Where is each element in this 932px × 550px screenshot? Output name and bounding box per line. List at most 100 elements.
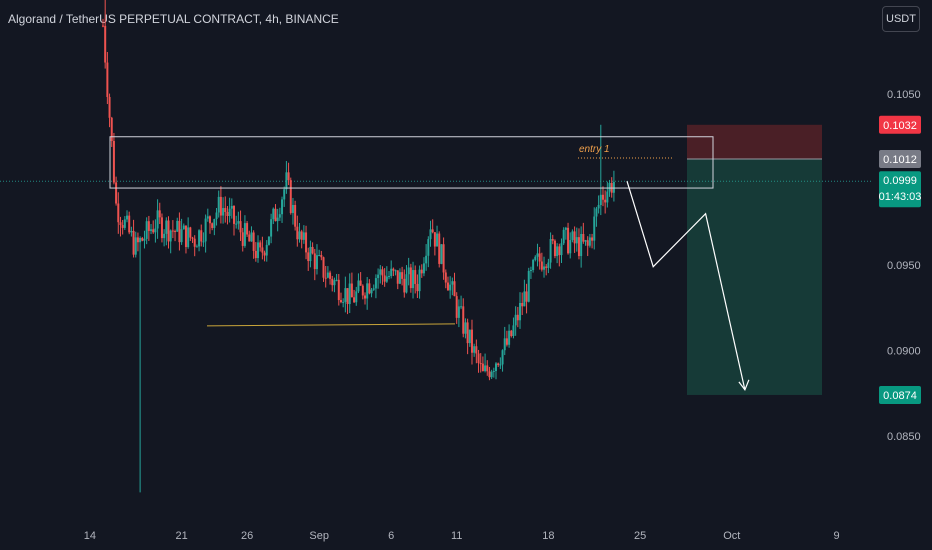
candle	[606, 181, 609, 208]
candle-body	[132, 230, 135, 255]
candle-body	[108, 96, 111, 118]
candle	[468, 329, 471, 347]
candle-body	[154, 228, 157, 233]
candles	[102, 0, 615, 493]
candle	[278, 207, 281, 221]
time-axis[interactable]: 14 21 26 Sep 6 11 18 25 Oct 9	[84, 530, 840, 542]
currency-selector-button[interactable]: USDT	[882, 6, 920, 32]
candle-body	[136, 237, 139, 243]
candle-body	[130, 230, 133, 233]
price-axis[interactable]: 0.1050 0.0950 0.0900 0.0850	[887, 89, 921, 443]
candle	[331, 275, 334, 292]
candle-body	[366, 283, 369, 299]
candle-body	[418, 269, 421, 292]
time-tick-label: 18	[542, 530, 554, 542]
candle-body	[444, 272, 447, 283]
candle-body	[462, 306, 465, 334]
candle-body	[189, 227, 192, 238]
entry-price-badge-bg	[879, 149, 921, 168]
candle-body	[302, 232, 305, 240]
candle-body	[204, 218, 207, 242]
candle-body	[475, 346, 478, 354]
candle	[355, 286, 358, 306]
candle	[540, 252, 543, 272]
candle-body	[219, 196, 222, 216]
candle	[167, 216, 170, 249]
candle-body	[545, 266, 548, 268]
candle-body	[564, 227, 567, 230]
candle	[283, 186, 286, 207]
candle	[532, 258, 535, 273]
candle	[254, 242, 257, 262]
candle	[193, 235, 196, 257]
candle	[396, 270, 399, 290]
candle	[357, 273, 360, 294]
candle-body	[115, 182, 118, 204]
candle	[243, 215, 246, 248]
candle	[364, 292, 366, 305]
time-tick-label: 26	[241, 530, 253, 542]
candle	[359, 272, 362, 286]
candle-body	[342, 301, 345, 303]
candle-body	[167, 220, 170, 242]
candle	[379, 265, 382, 284]
candle-body	[497, 363, 500, 366]
candle-body	[377, 274, 380, 279]
target-price-badge: 0.0874	[879, 385, 921, 404]
candle-body	[134, 237, 137, 255]
candle	[160, 213, 163, 243]
candle-body	[320, 255, 323, 258]
candle-body	[315, 255, 318, 270]
candle	[143, 230, 146, 249]
candle	[134, 231, 137, 258]
candle-body	[527, 271, 530, 302]
candle	[350, 272, 353, 298]
candle	[313, 248, 316, 281]
candle-body	[163, 233, 166, 239]
candle	[230, 198, 233, 219]
candle-body	[117, 203, 120, 223]
candle	[551, 234, 554, 245]
candle-body	[451, 281, 454, 285]
candle	[182, 223, 185, 230]
candle-body	[335, 279, 338, 281]
candle-body	[388, 276, 391, 278]
candle	[442, 237, 445, 280]
candle	[302, 225, 305, 244]
stop-price-badge-text: 0.1032	[883, 120, 917, 132]
candle	[239, 210, 242, 241]
candle-body	[139, 238, 142, 243]
candle-body	[523, 291, 526, 307]
candle-body	[516, 314, 519, 321]
candle	[250, 226, 253, 242]
candle	[307, 247, 310, 271]
candle	[171, 220, 174, 239]
entry-price-badge: 0.1012	[879, 149, 921, 168]
candle-body	[438, 233, 441, 264]
candle	[512, 317, 515, 339]
candle-body	[374, 278, 377, 289]
candle-body	[412, 270, 415, 289]
candle	[562, 227, 565, 246]
candle-body	[294, 205, 297, 227]
candle-body	[123, 219, 126, 228]
candle	[460, 295, 463, 310]
candle	[346, 288, 349, 315]
candle-body	[267, 236, 270, 245]
candle-body	[499, 364, 502, 366]
candle-body	[457, 306, 460, 318]
candle-body	[213, 219, 216, 228]
candle-body	[436, 233, 439, 247]
candle-body	[460, 306, 463, 308]
candle-body	[414, 270, 417, 284]
candle-body	[274, 208, 277, 222]
candle-body	[226, 211, 229, 217]
candle-body	[481, 363, 484, 372]
candle-body	[259, 242, 262, 248]
candle	[392, 267, 395, 277]
candle-body	[540, 261, 543, 270]
price-tick-label: 0.1050	[887, 89, 921, 101]
candle-body	[405, 274, 408, 293]
candle-body	[215, 212, 218, 220]
